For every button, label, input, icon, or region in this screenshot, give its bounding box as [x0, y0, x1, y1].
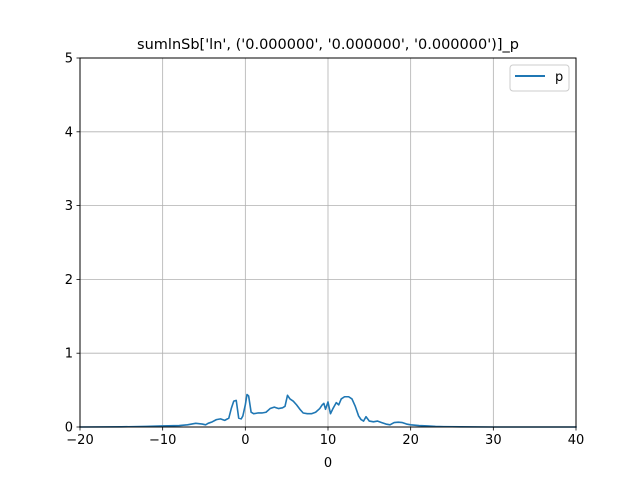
x-tick-label: 40	[568, 433, 585, 448]
y-tick-label: 4	[65, 125, 73, 140]
legend-box	[509, 64, 570, 92]
x-tick-label: 20	[402, 433, 419, 448]
x-tick-label: −20	[66, 433, 93, 448]
series-layer	[79, 393, 577, 428]
x-tick-label: 0	[241, 433, 249, 448]
legend-label-p: p	[555, 70, 563, 85]
legend: p	[509, 64, 570, 92]
chart-title: sumlnSb['ln', ('0.000000', '0.000000', '…	[137, 37, 519, 53]
x-tick-label: 30	[485, 433, 502, 448]
y-tick-label: 0	[65, 421, 73, 436]
series-line-p	[79, 393, 577, 428]
y-tick-label: 2	[65, 273, 73, 288]
x-tick-label: −10	[149, 433, 176, 448]
y-tick-label: 5	[65, 52, 73, 67]
x-axis-label: 0	[324, 456, 332, 471]
y-tick-label: 3	[65, 199, 73, 214]
axis-ticks: −20 −10 0 10 20 30 40 0 1 2 3 4 5	[65, 52, 585, 449]
x-tick-label: 10	[320, 433, 337, 448]
y-tick-label: 1	[65, 347, 73, 362]
